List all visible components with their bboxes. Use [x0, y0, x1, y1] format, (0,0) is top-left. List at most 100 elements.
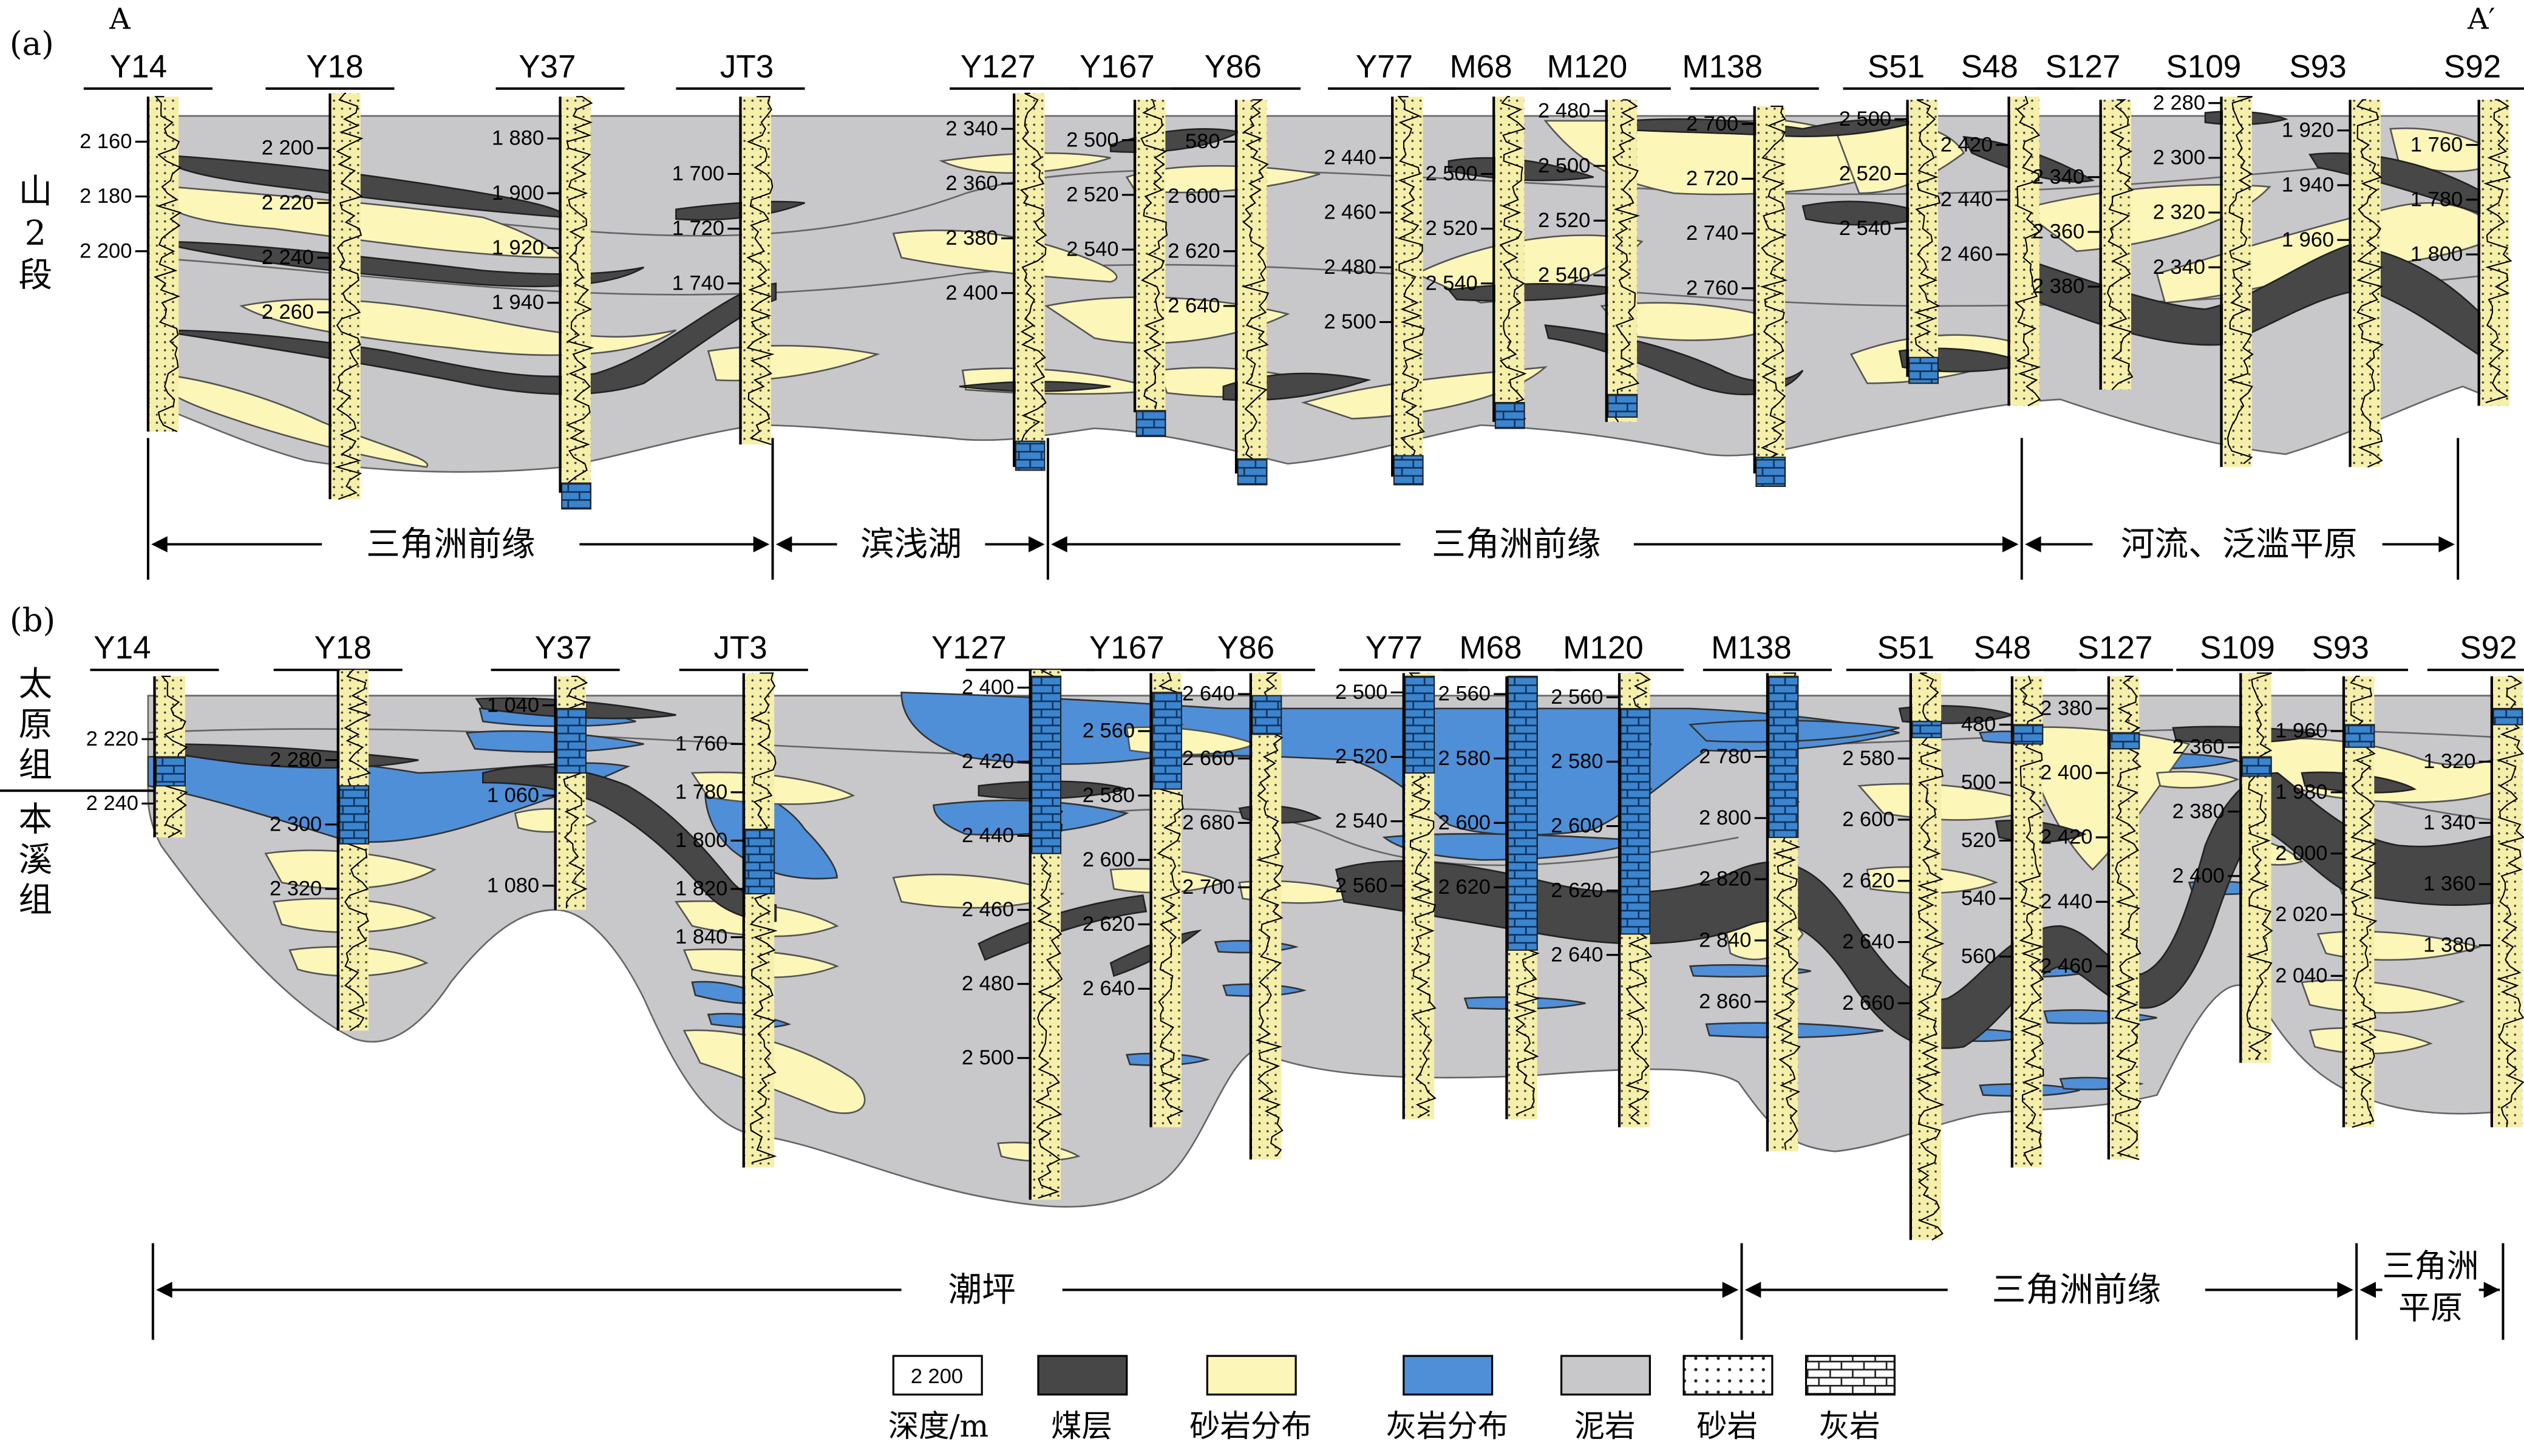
- depth-label: 2 640: [1551, 943, 1603, 966]
- well-name-s48: S48: [1974, 630, 2031, 666]
- panel-a-facies-1: 三角洲前缘: [366, 525, 535, 564]
- depth-label: 2 620: [1842, 869, 1894, 892]
- legend-coal: 煤层: [1037, 1355, 1128, 1444]
- limestone-block: [1135, 410, 1166, 437]
- depth-label: 2 400: [2040, 761, 2092, 784]
- depth-label: 2 720: [1686, 167, 1738, 190]
- well-a-y86: Y86 580 2 600 2 620 2 640: [1168, 49, 1301, 486]
- depth-label: 2 600: [1438, 811, 1491, 834]
- depth-label: 1 800: [675, 829, 727, 852]
- log-curve: [2496, 675, 2524, 1128]
- limestone-block: [1508, 675, 1538, 951]
- limestone-block: [1768, 675, 1799, 839]
- depth-label: 2 700: [1686, 112, 1738, 135]
- well-a-y14: Y14 2 160 2 180 2 200: [80, 49, 213, 432]
- depth-label: 1 800: [2410, 243, 2463, 266]
- depth-label: 2 320: [2153, 201, 2205, 224]
- well-name-s92: S92: [2460, 630, 2517, 666]
- panel-b-label: (b): [10, 602, 55, 639]
- well-name-jt3: JT3: [720, 49, 774, 84]
- well-name-y77: Y77: [1356, 49, 1413, 84]
- well-name-m68: M68: [1459, 630, 1522, 666]
- well-name-s92: S92: [2444, 49, 2501, 84]
- depth-label: 2 340: [945, 117, 998, 140]
- depth-label: 1 900: [492, 182, 544, 205]
- well-b-y86: Y86 2 640 2 660 2 680 2 700: [1182, 630, 1315, 1160]
- limestone-block: [1755, 457, 1786, 488]
- depth-label: 2 580: [1842, 747, 1894, 770]
- limestone-block: [1404, 675, 1435, 774]
- legend-depth-sample: 2 200: [911, 1365, 963, 1388]
- depth-label: 2 480: [962, 972, 1014, 995]
- depth-label: 2 580: [1083, 784, 1135, 807]
- depth-label: 2 520: [1425, 217, 1477, 240]
- depth-label: 2 340: [2032, 165, 2084, 188]
- depth-label: 1 820: [675, 877, 727, 900]
- well-b-m138: M138 2 780 2 800 2 820 2 840 2 860: [1699, 630, 1832, 1152]
- well-a-y127: Y127 2 340 2 360 2 380 2 400: [945, 49, 1079, 471]
- depth-label: 2 500: [1538, 154, 1590, 177]
- depth-label: 2 540: [1425, 271, 1477, 294]
- log-curve: [2015, 96, 2041, 407]
- well-b-y14: Y14 2 220 2 240: [86, 630, 219, 839]
- depth-label: 2 380: [945, 226, 998, 250]
- depth-label: 540: [1961, 887, 1996, 910]
- depth-label: 1 740: [672, 271, 724, 294]
- well-a-y18: Y18 2 200 2 220 2 240 2 260: [262, 49, 395, 500]
- well-name-s127: S127: [2078, 630, 2153, 666]
- well-a-y77: Y77 2 440 2 460 2 480 2 500: [1324, 49, 1457, 486]
- depth-label: 2 520: [1335, 745, 1387, 768]
- depth-label: 2 560: [1551, 685, 1603, 709]
- depth-label: 2 640: [1182, 682, 1234, 706]
- depth-label: 2 740: [1686, 222, 1738, 245]
- well-name-m68: M68: [1449, 49, 1512, 84]
- depth-label: 2 440: [1324, 146, 1376, 169]
- well-a-s109: S109 2 280 2 300 2 320 2 340: [2153, 49, 2286, 468]
- depth-label: 2 220: [262, 191, 314, 214]
- depth-label: 2 040: [2275, 964, 2327, 987]
- well-b-y77: Y77 2 500 2 520 2 540 2 560: [1335, 630, 1468, 1120]
- depth-label: 2 620: [1083, 913, 1135, 936]
- well-a-m68: M68 2 500 2 520 2 540: [1425, 49, 1559, 429]
- depth-label: 2 640: [1168, 294, 1220, 318]
- depth-label: 2 380: [2040, 697, 2092, 720]
- depth-label: 1 340: [2423, 811, 2475, 834]
- depth-label: 2 400: [945, 281, 998, 304]
- depth-label: 1 980: [2275, 780, 2327, 803]
- depth-label: 2 440: [2040, 890, 2092, 913]
- panel-b-facies-2: 三角洲前缘: [1992, 1270, 2161, 1310]
- depth-label: 1 880: [492, 127, 544, 150]
- depth-label: 2 280: [270, 748, 322, 771]
- log-curve: [1241, 99, 1270, 474]
- limestone-block: [1251, 695, 1282, 735]
- log-column: [2345, 676, 2375, 1128]
- depth-label: 2 840: [1699, 928, 1751, 951]
- depth-label: 1 040: [487, 693, 539, 716]
- depth-label: 2 620: [1168, 239, 1220, 262]
- depth-label: 2 300: [2153, 146, 2205, 169]
- depth-label: 2 760: [1686, 276, 1738, 299]
- well-name-s51: S51: [1877, 630, 1934, 666]
- depth-label: 2 300: [270, 813, 322, 836]
- depth-label: 2 600: [1842, 808, 1894, 831]
- log-curve: [2114, 675, 2142, 1160]
- log-column: [2352, 100, 2381, 468]
- well-a-s93: S93 1 920 1 940 1 960: [2282, 49, 2415, 468]
- legend-mudstone-label: 泥岩: [1574, 1408, 1636, 1444]
- legend-coal-label: 煤层: [1051, 1408, 1112, 1444]
- depth-label: 2 460: [1324, 201, 1376, 224]
- panel-a: Y14 2 160 2 180 2 200 Y18 2 200 2 220 2 240 2 26…: [18, 49, 2524, 580]
- log-column: [2110, 676, 2140, 1160]
- depth-label: 2 340: [2153, 256, 2205, 279]
- limestone-block: [1015, 440, 1046, 471]
- panel-a-wells: Y14 2 160 2 180 2 200 Y18 2 200 2 220 2 240 2 26…: [80, 49, 2524, 510]
- panel-a-facies-arrows: [151, 536, 2455, 553]
- depth-label: 2 360: [2172, 735, 2225, 758]
- depth-label: 1 060: [487, 784, 539, 807]
- depth-label: 2 660: [1842, 992, 1894, 1015]
- panel-b-facies-1: 潮坪: [948, 1270, 1016, 1310]
- depth-label: 2 400: [962, 676, 1014, 699]
